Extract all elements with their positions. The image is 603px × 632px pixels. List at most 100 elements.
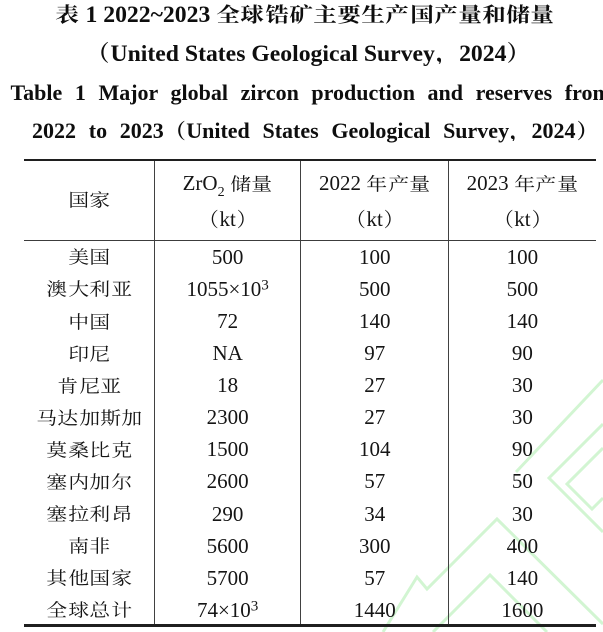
table-row: 1055×103 500 500: [24, 273, 596, 305]
cell-prod2023: 50: [511, 469, 533, 494]
column-header-line2: kt: [301, 203, 449, 235]
cjk-glyph: [57, 406, 78, 427]
table-row: 18 27 30: [24, 369, 596, 401]
cjk-glyph: [79, 374, 100, 395]
data-table: ZrO2 kt 2022 kt 2023 kt 500 100 100 1055×103 5…: [24, 158, 597, 627]
cell-prod2023: 1600: [501, 597, 544, 622]
cjk-glyph: [46, 438, 67, 459]
cell-country: [24, 401, 155, 433]
table-header-separator: [24, 240, 597, 242]
cjk-glyph: [89, 342, 110, 363]
cjk-glyph: [506, 40, 530, 64]
cjk-glyph: [111, 470, 132, 491]
column-divider-2: [300, 158, 302, 627]
column-divider-1: [153, 158, 156, 627]
cjk-glyph: [46, 502, 67, 523]
cell-prod2022: 27: [364, 405, 386, 430]
watermark-chevrons: [381, 378, 603, 632]
cjk-glyph: [385, 1, 409, 25]
cell-reserves: 5700: [206, 565, 249, 590]
cell-reserves: 2600: [206, 469, 249, 494]
table-row: 5600 300 400: [24, 530, 596, 562]
cell-prod2023: 140: [506, 565, 539, 590]
subscript: 2: [217, 184, 225, 201]
column-header-prod2023: 2023 kt: [449, 161, 597, 240]
cjk-glyph: [313, 1, 337, 25]
column-header-line2: kt: [449, 203, 597, 235]
cell-prod2023: 500: [506, 276, 539, 301]
cell-reserves: 18: [217, 373, 239, 398]
cjk-glyph: [111, 566, 132, 587]
cjk-glyph: [111, 277, 132, 298]
cell-prod2023: 90: [511, 437, 533, 462]
cell-prod2023: 30: [511, 373, 533, 398]
cell-country: [24, 241, 155, 273]
cjk-glyph: [86, 40, 110, 64]
table-row: NA 97 90: [24, 337, 596, 369]
cell-country: [24, 433, 155, 465]
cell-country: [24, 594, 155, 626]
cell-reserves: 1055×103: [186, 276, 269, 301]
cell-country: [24, 273, 155, 305]
column-header-line1: 2022: [301, 167, 449, 199]
cjk-glyph: [383, 208, 404, 229]
cjk-glyph: [493, 208, 514, 229]
cjk-glyph: [198, 208, 219, 229]
cjk-glyph: [216, 1, 240, 25]
cjk-glyph: [111, 438, 132, 459]
watermark-diamond-inner: [564, 446, 603, 512]
cjk-glyph: [576, 119, 598, 141]
cell-prod2022: 57: [364, 469, 386, 494]
cell-prod2023: 30: [511, 501, 533, 526]
table-border-top: [24, 158, 597, 161]
cjk-glyph: [531, 208, 552, 229]
watermark-chevron-outer: [546, 422, 603, 534]
cjk-glyph: [100, 406, 121, 427]
cjk-glyph: [55, 1, 79, 25]
cjk-glyph: [230, 172, 251, 193]
cjk-glyph: [68, 598, 89, 619]
cjk-glyph: [68, 566, 89, 587]
cjk-glyph: [36, 406, 57, 427]
cjk-glyph: [240, 1, 264, 25]
cjk-glyph: [46, 470, 67, 491]
cjk-glyph: [79, 406, 100, 427]
cjk-glyph: [89, 310, 110, 331]
cjk-glyph: [89, 502, 110, 523]
cell-prod2022: 500: [358, 276, 391, 301]
cell-prod2022: 104: [358, 437, 391, 462]
cell-reserves: NA: [212, 341, 243, 366]
cell-prod2022: 34: [364, 501, 386, 526]
cjk-glyph: [89, 188, 110, 209]
table-row: 2300 27 30: [24, 401, 596, 433]
column-header-line1: 2023: [449, 167, 597, 199]
cjk-glyph: [89, 534, 110, 555]
cjk-glyph: [410, 1, 434, 25]
cjk-glyph: [289, 1, 313, 25]
cjk-glyph: [68, 188, 89, 209]
cjk-glyph: [482, 1, 506, 25]
cell-reserves: 2300: [206, 405, 249, 430]
cjk-glyph: [236, 208, 257, 229]
table-row: 5700 57 140: [24, 562, 596, 594]
cjk-glyph: [557, 172, 578, 193]
cjk-glyph: [46, 598, 67, 619]
cjk-glyph: [388, 172, 409, 193]
table-title-english-line2: 2022 to 2023 United States Geological Sur…: [14, 116, 603, 146]
cell-reserves: 500: [211, 244, 244, 269]
cell-prod2023: 30: [511, 405, 533, 430]
cjk-glyph: [535, 172, 556, 193]
column-header-country: [24, 161, 155, 240]
cell-prod2022: 300: [358, 533, 391, 558]
table-title-source-chinese: United States Geological Survey 2024: [7, 39, 603, 69]
table-title-english-line1: Table 1 Major global zircon production a…: [10, 79, 603, 105]
table-row: 74×103 1440 1600: [24, 594, 596, 626]
column-header-line2: kt: [155, 203, 301, 235]
cjk-glyph: [46, 277, 67, 298]
column-header-line1: ZrO2: [155, 167, 301, 201]
cell-reserves: 74×103: [196, 597, 259, 622]
cjk-glyph: [361, 1, 385, 25]
cjk-glyph: [345, 208, 366, 229]
cjk-glyph: [265, 1, 289, 25]
